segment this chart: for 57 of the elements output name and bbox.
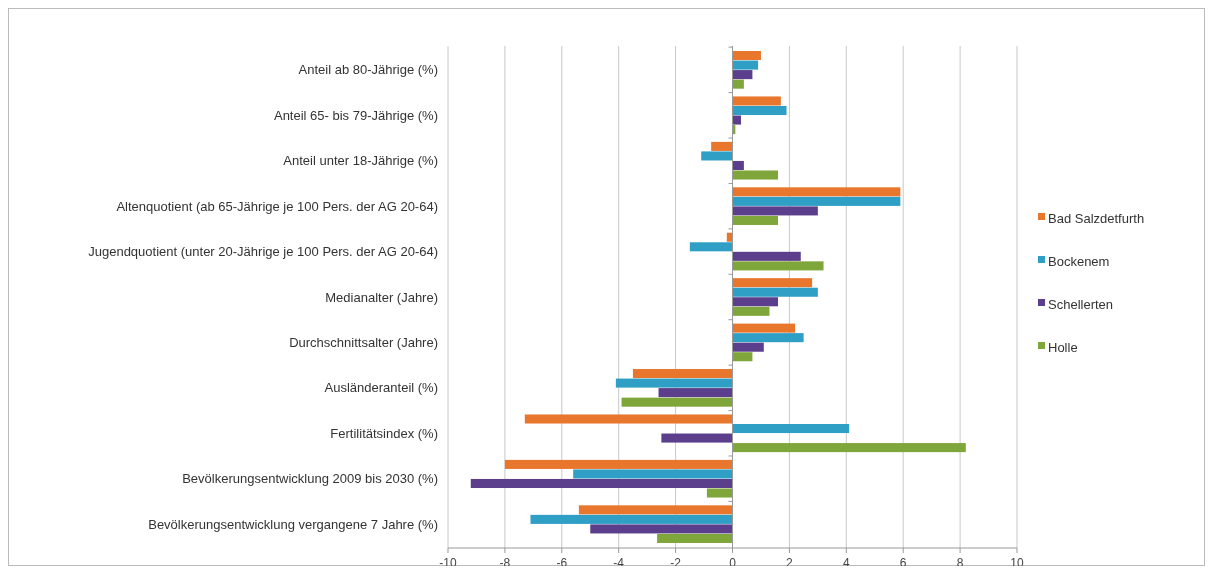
bar [732, 60, 759, 70]
bar [732, 297, 779, 307]
bar [732, 306, 770, 316]
y-tick-label: Anteil ab 80-Jährige (%) [298, 62, 438, 78]
bar [530, 514, 733, 524]
bar [732, 160, 744, 171]
bar [732, 352, 753, 362]
bar [732, 170, 779, 180]
bar [732, 196, 901, 206]
bar [578, 505, 733, 515]
bar [621, 397, 733, 407]
bar [615, 378, 733, 388]
y-tick-label: Altenquotient (ab 65-Jährige je 100 Pers. der AG 20-64) [116, 198, 438, 214]
bar [732, 187, 901, 197]
y-tick-label: Bevölkerungsentwicklung 2009 bis 2030 (%) [182, 471, 438, 487]
bar [701, 151, 733, 161]
bar [732, 51, 761, 61]
legend-label: Schellerten [1048, 296, 1114, 312]
bar [732, 96, 781, 106]
bar [658, 388, 733, 398]
y-tick-label: Ausländeranteil (%) [324, 380, 438, 396]
bar [689, 242, 733, 252]
bar [732, 105, 787, 116]
y-tick-label: Bevölkerungsentwicklung vergangene 7 Jahre (%) [148, 516, 438, 532]
legend-label: Bockenem [1048, 253, 1110, 269]
bar [711, 141, 733, 151]
bar [504, 459, 733, 469]
bar [732, 79, 744, 89]
bar [632, 369, 733, 379]
bar [732, 342, 764, 352]
bar [732, 423, 850, 434]
bar [590, 524, 733, 534]
y-tick-label: Anteil 65- bis 79-Jährige (%) [273, 107, 438, 123]
y-tick-label: Anteil unter 18-Jährige (%) [283, 153, 438, 169]
bar [732, 333, 804, 343]
bar [732, 251, 801, 261]
bar [657, 533, 733, 543]
bar [732, 287, 818, 297]
y-tick-label: Medianalter (Jahre) [325, 289, 438, 305]
y-tick-label: Fertilitätsindex (%) [330, 425, 438, 441]
y-tick-label: Durchschnittsalter (Jahre) [289, 334, 438, 350]
legend-label: Holle [1048, 339, 1078, 355]
bar [732, 215, 779, 225]
bar [732, 115, 742, 125]
bar [732, 278, 813, 288]
bar [732, 261, 824, 271]
bar [524, 414, 733, 424]
bar [706, 488, 733, 498]
bar [732, 443, 966, 453]
bar [732, 206, 818, 216]
bar [470, 478, 733, 489]
bar [661, 433, 733, 443]
bar [573, 469, 733, 479]
bar [732, 323, 796, 333]
y-tick-label: Jugendquotient (unter 20-Jährige je 100 Pers. der AG 20-64) [88, 244, 438, 260]
legend-label: Bad Salzdetfurth [1048, 210, 1145, 226]
bar [732, 70, 753, 80]
